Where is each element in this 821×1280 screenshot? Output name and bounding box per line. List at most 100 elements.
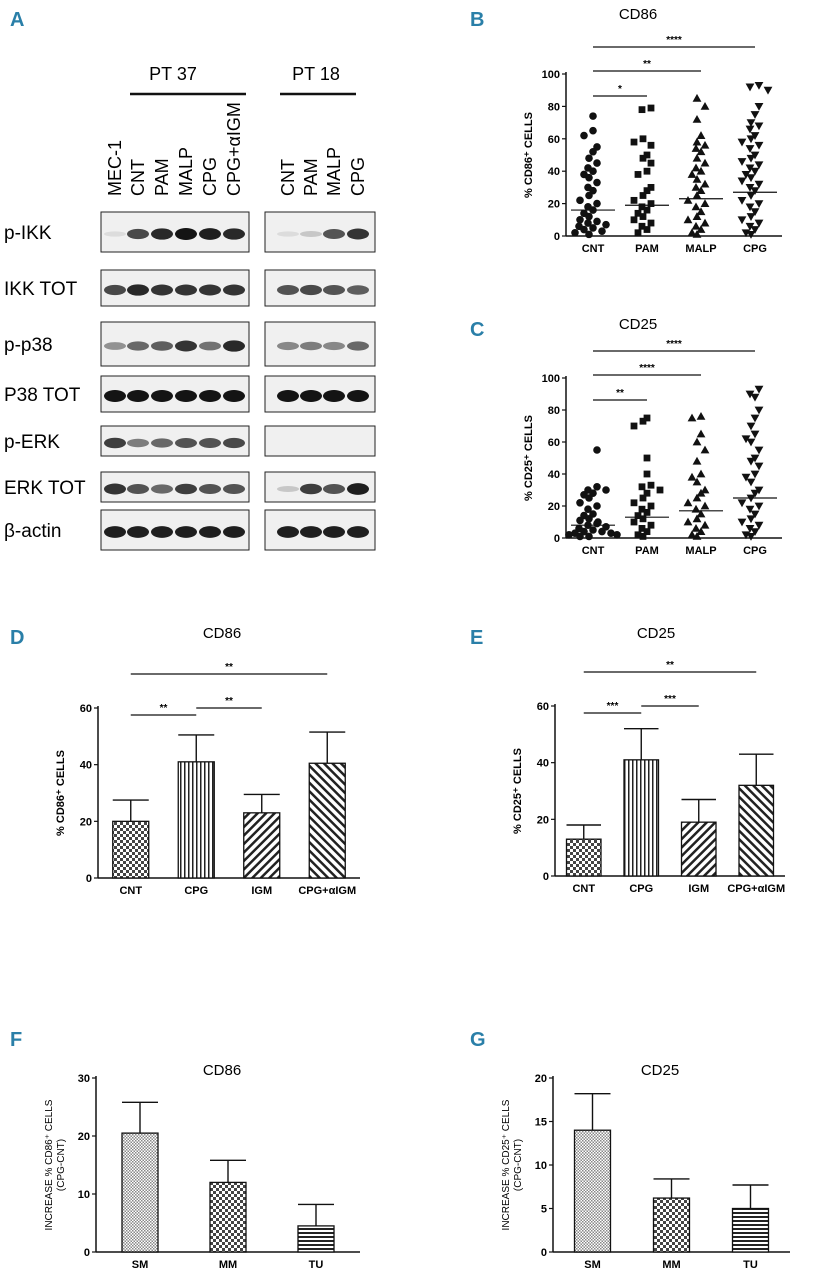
- blot-band: [199, 341, 221, 351]
- data-point: [630, 499, 638, 507]
- blot-band: [223, 284, 245, 296]
- data-point: [737, 196, 747, 205]
- blot-band: [175, 228, 197, 240]
- y-tick-label: 60: [548, 437, 560, 449]
- y-tick-label: 80: [548, 405, 560, 417]
- data-point: [692, 212, 702, 220]
- x-category-label: CPG: [743, 243, 767, 255]
- data-point: [589, 224, 597, 232]
- data-point: [691, 163, 701, 172]
- data-point: [754, 406, 764, 415]
- panel-letter-e: E: [470, 627, 483, 649]
- data-point: [593, 199, 601, 208]
- blot-band: [175, 438, 197, 448]
- x-category-label: PAM: [635, 243, 659, 255]
- data-point: [754, 141, 764, 150]
- y-tick-label: 20: [537, 814, 549, 826]
- data-point: [687, 228, 697, 237]
- lane-label: CPG: [200, 157, 220, 196]
- blot-band: [223, 390, 245, 402]
- x-category-label: SM: [584, 1259, 601, 1271]
- y-tick-label: 40: [80, 760, 92, 772]
- blot-band: [104, 342, 126, 350]
- data-point: [696, 207, 706, 216]
- chart-e-cd25-bars: CD25 0 20 40 60 % CD25⁺ CELLS CNT CPG IGM CPG+αIG…: [512, 625, 785, 895]
- chart-f-cd86-increase: CD86 0 10 20 30 INCREASE % CD86⁺ CELLS (CPG-CN…: [44, 1062, 360, 1271]
- bar: [308, 762, 346, 879]
- blot-band: [223, 484, 245, 494]
- data-point: [745, 145, 755, 153]
- lane-label: PAM: [152, 158, 172, 196]
- data-point: [745, 83, 755, 92]
- data-point: [754, 446, 764, 455]
- blot-band: [323, 484, 345, 494]
- x-category-label: CNT: [582, 243, 605, 255]
- blot-band: [151, 438, 173, 448]
- blot-band: [323, 341, 345, 351]
- significance-label: ****: [639, 363, 655, 374]
- x-category-label: MM: [662, 1259, 680, 1271]
- data-point: [750, 470, 760, 479]
- blot-band: [300, 483, 322, 495]
- data-point: [687, 170, 697, 178]
- blot-band: [104, 390, 126, 402]
- data-point: [585, 532, 593, 541]
- blot-band: [127, 526, 149, 538]
- chart-c-cd25-scatter: CD25 0 20 40 60 80 100 % CD25⁺ CELLS CNT PAM MALP C…: [523, 316, 782, 557]
- lane-label: MALP: [324, 147, 344, 196]
- data-point: [589, 526, 597, 534]
- lane-label: CPG+αIGM: [224, 102, 244, 196]
- x-category-label: TU: [309, 1259, 324, 1271]
- data-point: [700, 140, 710, 149]
- blot-band: [223, 526, 245, 538]
- blot-band: [199, 484, 221, 494]
- data-point: [750, 528, 760, 536]
- data-point: [741, 435, 751, 444]
- data-point: [639, 135, 647, 143]
- data-point: [737, 499, 747, 508]
- data-point: [754, 103, 764, 111]
- data-point: [643, 206, 651, 214]
- data-point: [683, 517, 693, 526]
- data-point: [585, 191, 593, 200]
- y-axis-label: % CD25⁺ CELLS: [523, 415, 535, 501]
- panel-letter-b: B: [470, 9, 484, 31]
- chart-title: CD25: [641, 1062, 679, 1079]
- data-point: [745, 390, 755, 399]
- panel-letter-d: D: [10, 627, 24, 649]
- data-point: [639, 494, 647, 502]
- blot-band: [127, 484, 149, 494]
- significance-label: **: [160, 703, 168, 714]
- data-point: [700, 445, 710, 454]
- data-point: [639, 533, 647, 540]
- blot-band: [104, 231, 126, 237]
- blot-band: [151, 390, 173, 402]
- data-point: [647, 159, 655, 167]
- x-category-label: CPG+αIGM: [727, 883, 785, 895]
- bar: [738, 784, 775, 877]
- data-point: [687, 413, 697, 422]
- data-point: [576, 516, 584, 525]
- data-point: [643, 226, 651, 233]
- data-point: [593, 446, 601, 454]
- blot-band: [347, 228, 369, 240]
- blot-band: [127, 438, 149, 448]
- data-point: [585, 515, 593, 523]
- data-point: [745, 164, 755, 173]
- blot-band: [223, 437, 245, 449]
- data-point: [630, 518, 638, 526]
- data-point: [580, 131, 588, 140]
- data-point: [692, 477, 702, 486]
- data-point: [589, 147, 597, 156]
- x-category-label: MM: [219, 1259, 237, 1271]
- data-point: [683, 215, 693, 224]
- significance-label: ***: [664, 694, 676, 705]
- data-point: [692, 493, 702, 502]
- x-category-label: IGM: [688, 883, 709, 895]
- bar: [731, 1207, 770, 1253]
- data-point: [687, 530, 697, 539]
- data-point: [647, 104, 655, 112]
- data-point: [692, 229, 702, 238]
- data-point: [639, 417, 647, 425]
- data-point: [593, 519, 601, 528]
